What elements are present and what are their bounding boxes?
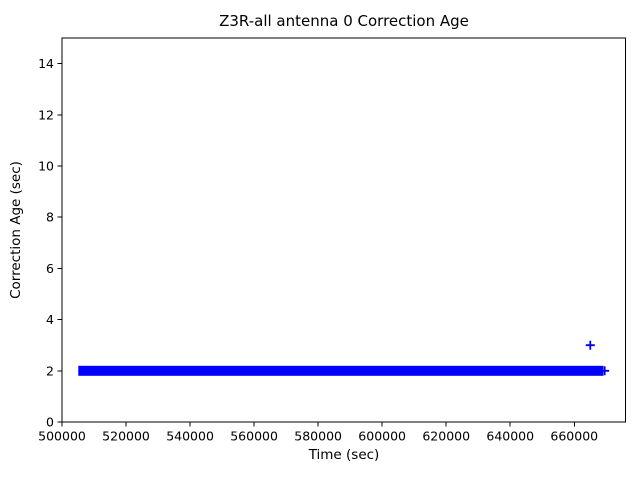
y-tick-label: 2 xyxy=(46,363,54,378)
y-tick-label: 8 xyxy=(46,210,54,225)
y-tick-label: 4 xyxy=(46,312,54,327)
data-point-marker xyxy=(600,366,610,376)
x-tick-label: 660000 xyxy=(550,429,598,444)
y-tick-label: 6 xyxy=(46,261,54,276)
data-point-marker xyxy=(78,366,88,376)
chart-title: Z3R-all antenna 0 Correction Age xyxy=(219,12,469,30)
x-tick-label: 500000 xyxy=(38,429,86,444)
x-tick-label: 620000 xyxy=(422,429,470,444)
y-tick-label: 0 xyxy=(46,415,54,430)
x-axis-label: Time (sec) xyxy=(308,447,380,463)
marker-band xyxy=(78,365,604,376)
x-tick-label: 540000 xyxy=(166,429,214,444)
data-point-marker xyxy=(585,340,595,350)
y-tick-label: 12 xyxy=(38,107,54,122)
y-tick-label: 10 xyxy=(38,159,54,174)
plot-border xyxy=(61,37,626,423)
plot-area: 500000 520000 540000 560000 580000 600000 6200… xyxy=(38,37,626,444)
x-tick-label: 560000 xyxy=(230,429,278,444)
y-axis-label: Correction Age (sec) xyxy=(8,161,24,299)
x-tick-label: 600000 xyxy=(358,429,406,444)
y-tick-label: 14 xyxy=(38,56,54,71)
x-tick-label: 580000 xyxy=(294,429,342,444)
x-tick-label: 640000 xyxy=(486,429,534,444)
x-tick-label: 520000 xyxy=(102,429,150,444)
